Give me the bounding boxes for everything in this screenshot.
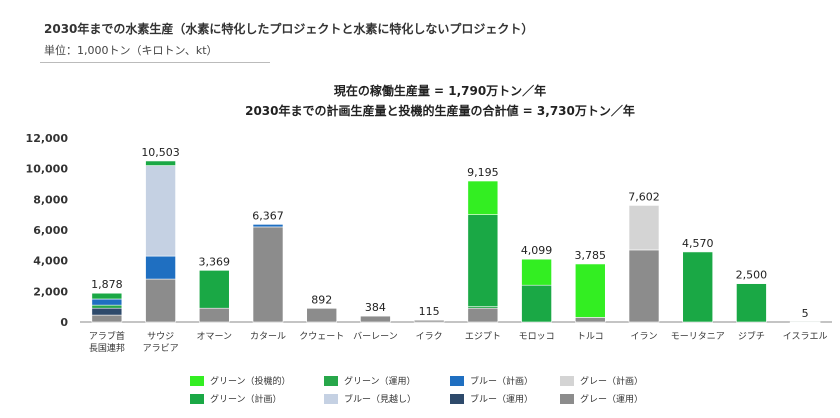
- total-label: 3,369: [199, 255, 231, 268]
- bar-segment: [413, 319, 445, 323]
- total-label: 10,503: [141, 146, 180, 159]
- bar-segment: [91, 292, 123, 300]
- total-label: 6,367: [252, 209, 284, 222]
- total-label: 115: [419, 305, 440, 318]
- bar-segment: [306, 308, 338, 323]
- bar-segment: [682, 251, 714, 323]
- x-tick-label: モロッコ: [519, 332, 555, 342]
- total-label: 892: [311, 293, 332, 306]
- y-tick-label: 6,000: [33, 224, 68, 237]
- x-tick-label: モーリタニア: [671, 331, 725, 342]
- bar-segment: [467, 214, 499, 307]
- y-tick-label: 8,000: [33, 193, 68, 206]
- bar-segment: [145, 160, 176, 166]
- total-label: 7,602: [628, 190, 660, 203]
- bar-segment: [91, 304, 123, 309]
- bar-segment: [91, 307, 123, 316]
- total-label: 1,878: [91, 278, 123, 291]
- x-tick-label: トルコ: [577, 332, 604, 342]
- bar-segment: [467, 180, 499, 215]
- y-tick-label: 4,000: [33, 255, 68, 268]
- bar-segment: [628, 249, 660, 323]
- x-tick-label: イラク: [416, 331, 443, 342]
- bar-segment: [467, 307, 499, 323]
- summary-current: 現在の稼働生産量 = 1,790万トン／年: [333, 84, 547, 98]
- total-label: 3,785: [575, 249, 607, 262]
- total-label: 2,500: [736, 269, 768, 282]
- y-tick-label: 0: [60, 316, 68, 329]
- bar-segment: [145, 255, 176, 280]
- bar-segment: [145, 165, 176, 257]
- total-label: 384: [365, 301, 386, 314]
- x-tick-label: カタール: [250, 331, 286, 342]
- bar-segment: [252, 224, 284, 228]
- y-tick-label: 2,000: [33, 285, 68, 298]
- x-tick-label: オマーン: [197, 331, 233, 342]
- x-tick-label: イスラエル: [783, 331, 828, 342]
- total-label: 5: [802, 307, 809, 320]
- bar-segment: [91, 298, 123, 306]
- x-tick-label: バーレーン: [353, 331, 398, 342]
- bar-segment: [91, 314, 123, 323]
- bar-segment: [789, 321, 821, 323]
- x-tick-label: イラン: [630, 331, 657, 342]
- total-label: 9,195: [467, 166, 499, 179]
- x-tick-label: 長国連邦: [89, 342, 125, 354]
- x-tick-label: ジブチ: [738, 330, 765, 342]
- x-tick-label: アラビア: [143, 343, 179, 354]
- bar-segment: [574, 263, 606, 318]
- y-tick-label: 10,000: [26, 163, 69, 176]
- bar-segment: [252, 226, 284, 323]
- total-label: 4,570: [682, 237, 714, 250]
- chart-title: 2030年までの水素生産（水素に特化したプロジェクトと水素に特化しないプロジェク…: [44, 22, 534, 36]
- bar-segment: [521, 258, 552, 286]
- bar-segment: [628, 205, 660, 251]
- bar-segment: [574, 317, 606, 323]
- header-divider: [40, 62, 270, 63]
- bar-segment: [360, 315, 391, 323]
- bar-segment: [198, 270, 230, 309]
- summary-planned: 2030年までの計画生産量と投機的生産量の合計値 = 3,730万トン／年: [245, 104, 635, 118]
- unit-label: 単位：1,000トン（キロトン、kt）: [44, 44, 218, 57]
- x-tick-label: サウジ: [147, 331, 174, 342]
- y-tick-label: 12,000: [26, 132, 69, 145]
- x-tick-label: クウェート: [299, 331, 344, 342]
- x-tick-label: アラブ首: [89, 330, 125, 342]
- bar-segment: [521, 284, 552, 323]
- bar-segment: [198, 307, 230, 323]
- bar-segment: [145, 278, 176, 323]
- total-label: 4,099: [521, 244, 553, 257]
- bar-segment: [736, 283, 767, 323]
- x-tick-label: エジプト: [465, 331, 501, 342]
